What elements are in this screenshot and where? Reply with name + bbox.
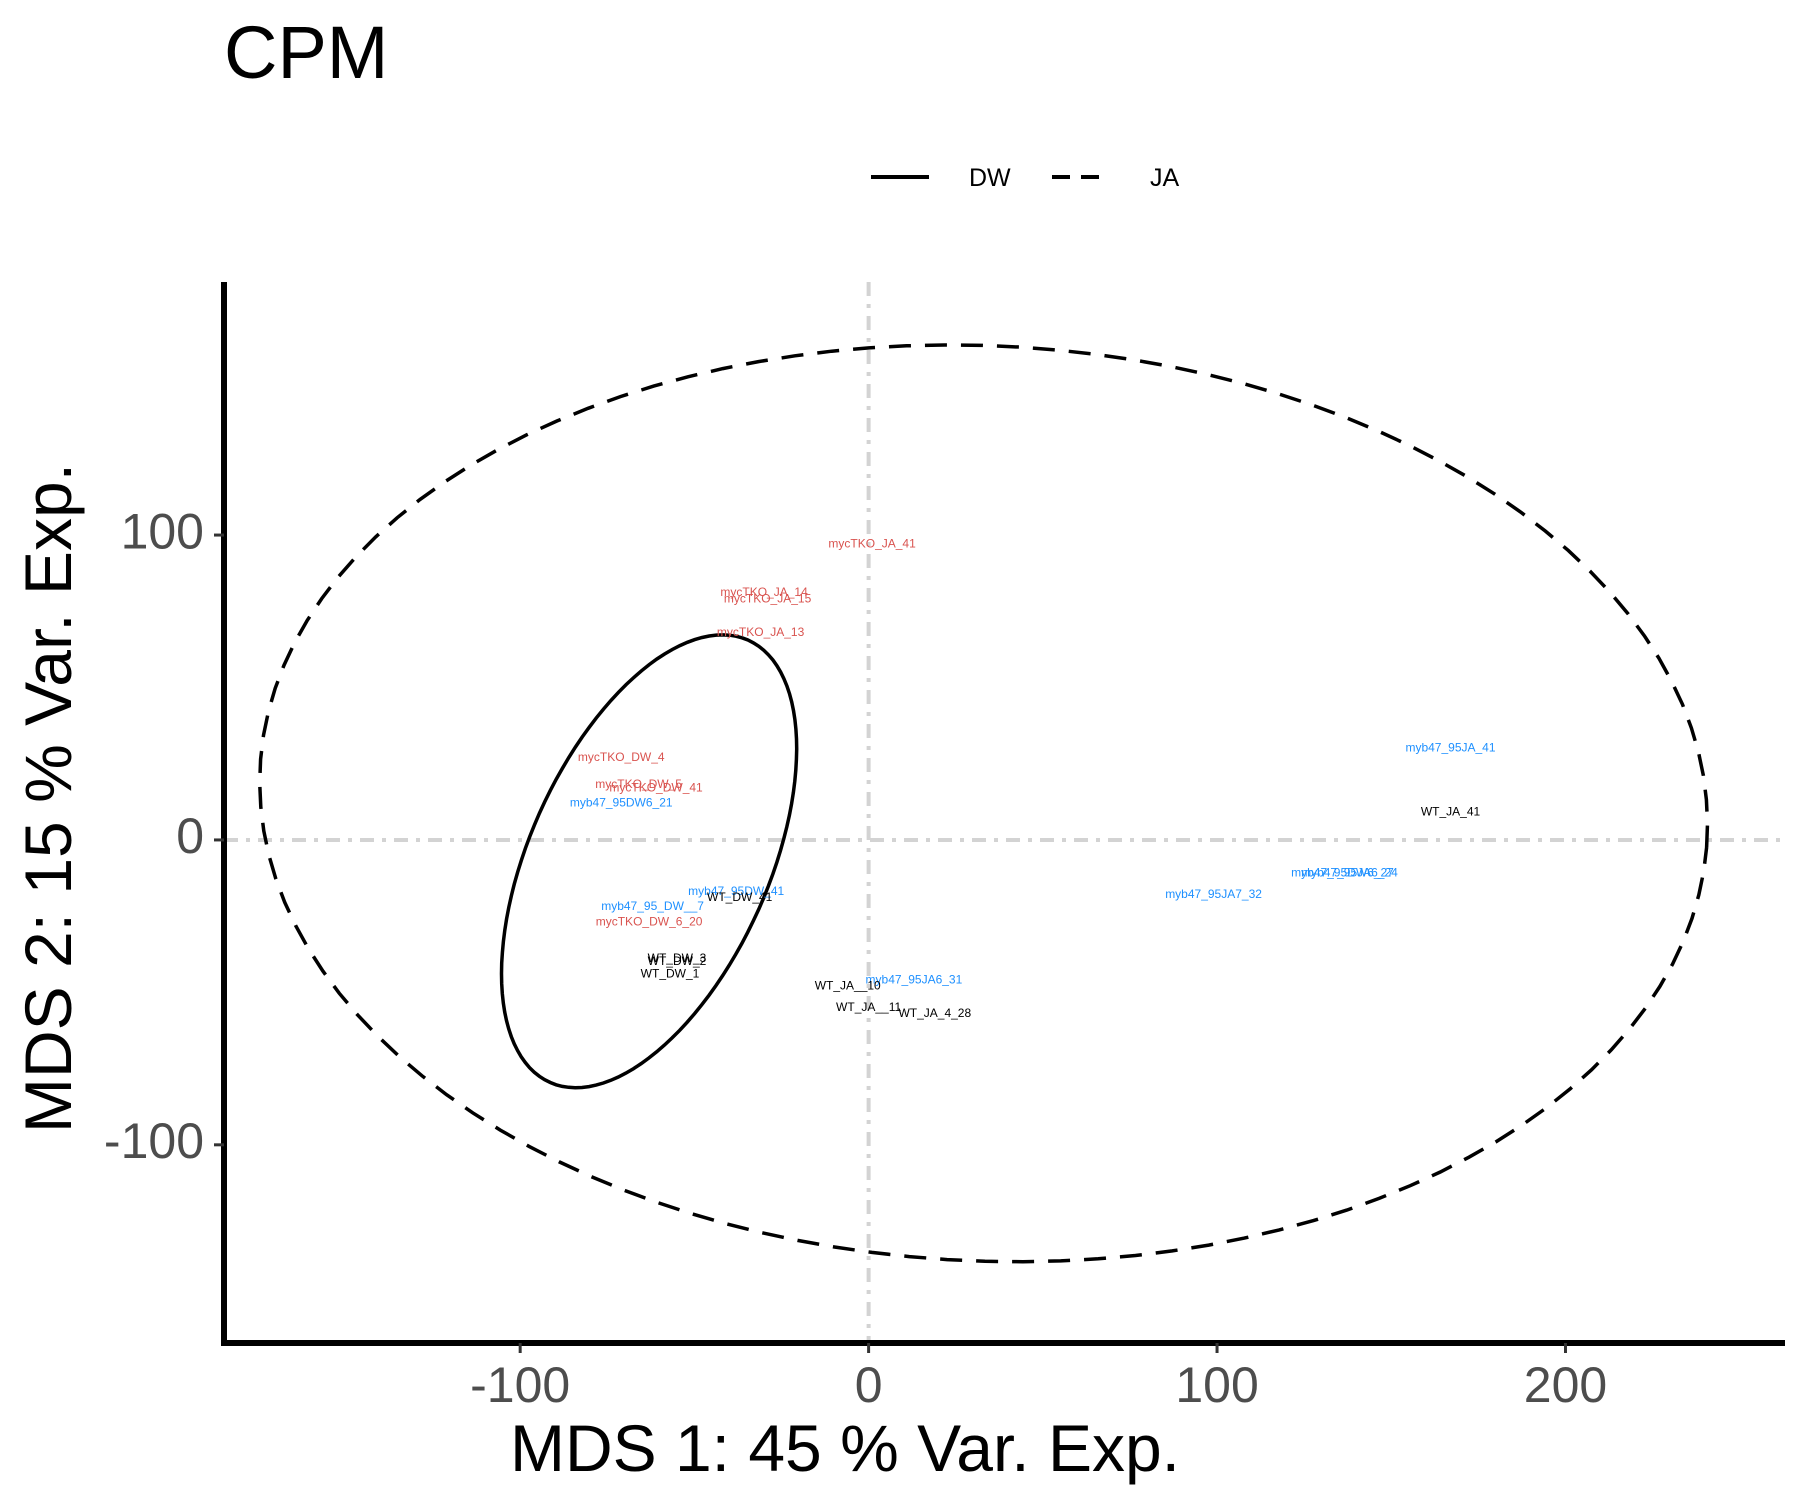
y-axis-ticks: -100 0 100 xyxy=(104,503,224,1169)
reference-lines xyxy=(224,282,1785,1343)
point-label: WT_DW_2 xyxy=(648,954,707,968)
point-label: myb47_95DW6_21 xyxy=(570,796,673,810)
point-label: WT_JA_41 xyxy=(1421,805,1481,819)
point-label: WT_DW_41 xyxy=(707,890,773,904)
y-tick-label: -100 xyxy=(104,1113,204,1169)
point-label: myb47_95JA7_32 xyxy=(1165,887,1262,901)
point-label: WT_JA__11 xyxy=(836,1000,901,1014)
point-label: WT_JA__10 xyxy=(815,978,881,992)
point-label: myb47_95DW6_27 xyxy=(1291,866,1394,880)
ellipse-dw xyxy=(499,633,799,1090)
ellipse-ja xyxy=(257,343,1710,1264)
point-label: mycTKO_JA_41 xyxy=(828,536,916,550)
x-tick-label: 200 xyxy=(1524,1357,1607,1413)
point-label: mycTKO_JA_15 xyxy=(724,591,812,605)
point-label: mycTKO_JA_14 xyxy=(720,585,808,599)
y-tick-label: 0 xyxy=(176,808,204,864)
legend-label-dw: DW xyxy=(969,164,1011,192)
group-ellipses xyxy=(257,343,1710,1264)
y-axis-title: MDS 2: 15 % Var. Exp. xyxy=(11,463,85,1133)
point-label: myb47_95DW_41 xyxy=(688,884,784,898)
point-label: mycTKO_JA_13 xyxy=(717,625,805,639)
x-tick-label: 0 xyxy=(855,1357,883,1413)
point-label: mycTKO_DW_4 xyxy=(578,750,665,764)
point-label: WT_JA_4_28 xyxy=(898,1006,971,1020)
x-axis-ticks: -100 0 100 200 xyxy=(470,1343,1607,1413)
point-label: myb47_95JA6_24 xyxy=(1301,866,1398,880)
point-label: mycTKO_DW_41 xyxy=(609,780,703,794)
point-label: myb47_95JA_41 xyxy=(1405,741,1495,755)
x-axis-title: MDS 1: 45 % Var. Exp. xyxy=(510,1411,1180,1485)
x-tick-label: 100 xyxy=(1175,1357,1258,1413)
point-label: WT_DW_1 xyxy=(641,966,700,980)
x-tick-label: -100 xyxy=(470,1357,570,1413)
point-label: WT_DW_3 xyxy=(648,951,707,965)
y-tick-label: 100 xyxy=(121,503,204,559)
chart-title: CPM xyxy=(224,11,388,94)
legend: DW JA xyxy=(871,164,1180,192)
point-label: mycTKO_DW_6_20 xyxy=(596,914,703,928)
point-label: myb47_95JA6_31 xyxy=(866,972,963,986)
legend-label-ja: JA xyxy=(1150,164,1180,192)
point-label: myb47_95_DW__7 xyxy=(601,899,704,913)
point-label: mycTKO_DW_5 xyxy=(595,777,682,791)
